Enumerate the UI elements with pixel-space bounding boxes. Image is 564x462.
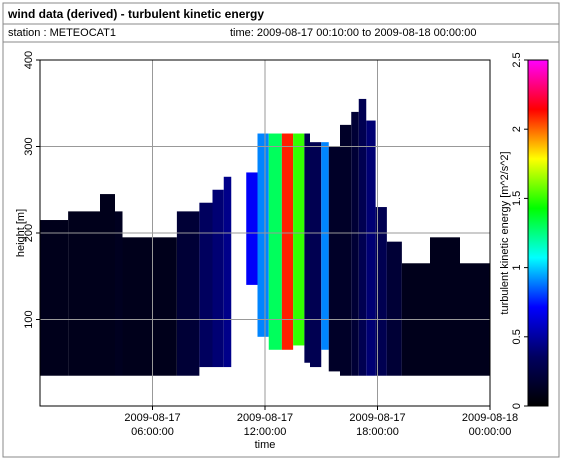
title: wind data (derived) - turbulent kinetic … <box>7 7 264 21</box>
heat-cell <box>199 202 213 368</box>
heat-cell <box>351 111 359 376</box>
station: station : METEOCAT1 <box>8 27 116 39</box>
heat-cell <box>223 176 232 368</box>
x-tick-label: 2009-08-17 18:00:00 <box>349 412 406 438</box>
y-axis-label: height [m] <box>15 209 27 257</box>
x-tick-label: 2009-08-17 06:00:00 <box>124 412 181 438</box>
heat-cell <box>321 142 329 350</box>
heat-cell <box>268 133 282 350</box>
heat-cell <box>40 220 69 376</box>
x-tick-label: 2009-08-18 00:00:00 <box>461 412 519 438</box>
y-tick-label: 200 <box>23 224 35 242</box>
colorbar-tick-label: 1.5 <box>511 191 523 206</box>
heat-cell <box>257 133 269 337</box>
heat-cell <box>375 207 387 376</box>
heat-cell <box>340 124 352 376</box>
colorbar <box>527 59 549 407</box>
colorbar-tick-label: 2 <box>511 126 523 132</box>
heat-cell <box>366 120 376 376</box>
heat-cell <box>358 98 367 376</box>
y-tick-label: 300 <box>23 137 35 155</box>
heat-cell <box>293 133 305 346</box>
heat-cell <box>304 133 310 363</box>
heat-cell <box>246 172 258 285</box>
x-tick-label: 2009-08-17 12:00:00 <box>236 412 294 438</box>
heat-cell <box>212 189 224 368</box>
heat-cell <box>430 237 460 376</box>
colorbar-tick-label: 0 <box>511 403 523 409</box>
colorbar-tick-label: 1 <box>511 265 523 271</box>
heat-cell <box>281 133 294 350</box>
colorbar-tick-label: 2.5 <box>511 52 523 67</box>
heat-cell <box>328 146 340 372</box>
heat-cell <box>115 211 123 376</box>
heat-cell <box>310 142 322 368</box>
heat-cell <box>386 241 402 376</box>
heat-cell <box>122 237 177 376</box>
heat-cell <box>176 211 200 376</box>
heat-cell <box>100 194 115 376</box>
colorbar-label: turbulent kinetic energy [m^2/s^2] <box>499 151 511 314</box>
colorbar-tick-label: 0.5 <box>511 329 523 344</box>
heat-cell <box>68 211 100 376</box>
y-tick-label: 100 <box>23 310 35 328</box>
x-axis-label: time <box>255 439 276 451</box>
time-range: time: 2009-08-17 00:10:00 to 2009-08-18 … <box>230 27 476 39</box>
y-tick-label: 400 <box>23 51 35 69</box>
